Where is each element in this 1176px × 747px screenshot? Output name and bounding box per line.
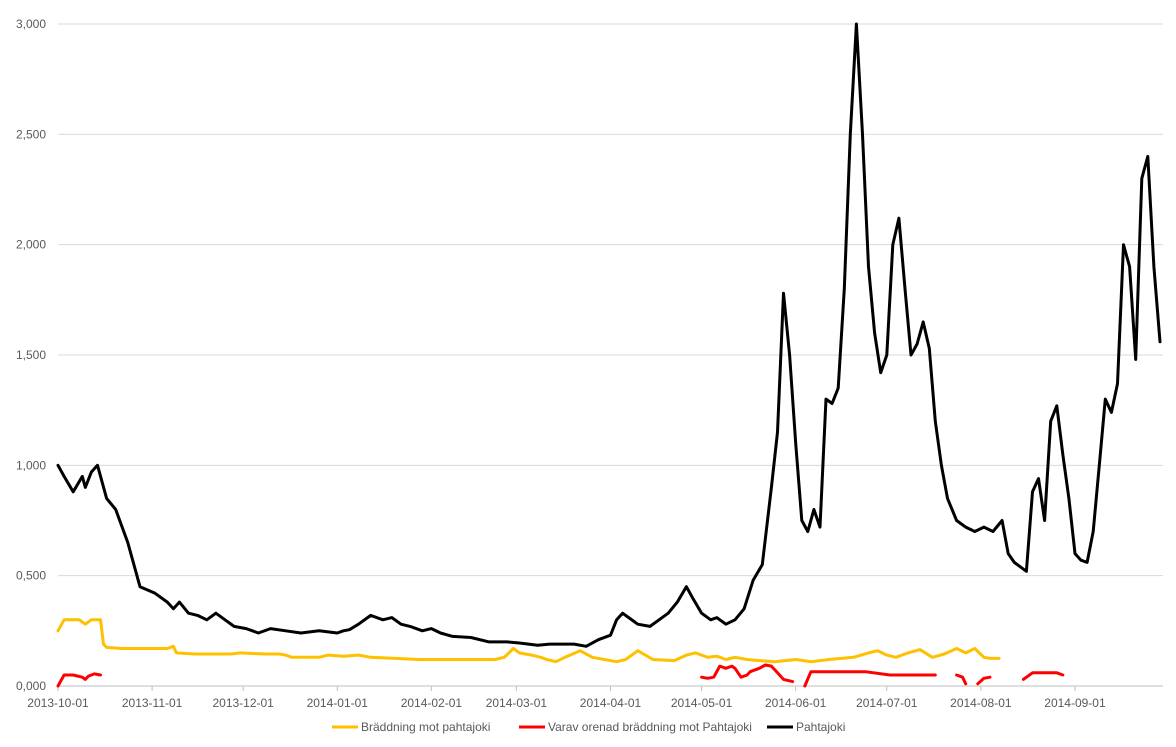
series-line — [56, 618, 1001, 664]
y-tick-label: 0,000 — [16, 679, 46, 693]
series-line — [955, 673, 968, 686]
y-tick-label: 2,500 — [16, 127, 46, 141]
x-tick-label: 2014-05-01 — [671, 696, 733, 710]
x-tick-label: 2014-08-01 — [950, 696, 1012, 710]
x-tick-label: 2014-07-01 — [856, 696, 918, 710]
x-tick-label: 2014-03-01 — [486, 696, 548, 710]
series-2 — [56, 663, 1065, 688]
x-tick-label: 2013-12-01 — [212, 696, 274, 710]
legend-label: Bräddning mot pahtajoki — [361, 720, 490, 734]
x-tick-label: 2014-04-01 — [580, 696, 642, 710]
x-tick-label: 2014-01-01 — [307, 696, 369, 710]
x-tick-label: 2013-10-01 — [27, 696, 89, 710]
y-tick-label: 2,000 — [16, 238, 46, 252]
series-line — [976, 675, 992, 686]
series-line — [803, 670, 937, 688]
legend-label: Pahtajoki — [796, 720, 845, 734]
series-line — [56, 672, 102, 688]
y-axis-tick-labels: 0,000 0,500 1,000 1,500 2,000 2,500 3,000 — [16, 17, 46, 693]
legend: Bräddning mot pahtajoki Varav orenad bräd… — [332, 720, 845, 734]
y-tick-label: 1,000 — [16, 458, 46, 472]
x-axis — [57, 685, 1163, 691]
y-tick-label: 1,500 — [16, 348, 46, 362]
grid-lines — [58, 23, 1163, 577]
x-axis-tick-labels: 2013-10-01 2013-11-01 2013-12-01 2014-01-01… — [27, 696, 1106, 710]
series-line — [56, 22, 1162, 648]
series-1 — [56, 618, 1001, 664]
x-tick-label: 2014-09-01 — [1044, 696, 1106, 710]
series-line — [1021, 671, 1065, 681]
y-tick-label: 0,500 — [16, 569, 46, 583]
legend-label: Varav orenad bräddning mot Pahtajoki — [548, 720, 752, 734]
x-tick-label: 2013-11-01 — [122, 696, 183, 710]
series-line — [700, 663, 795, 684]
series-3 — [56, 22, 1162, 648]
x-tick-label: 2014-06-01 — [765, 696, 827, 710]
series-lines — [56, 22, 1162, 688]
y-tick-label: 3,000 — [16, 17, 46, 31]
x-tick-label: 2014-02-01 — [401, 696, 463, 710]
